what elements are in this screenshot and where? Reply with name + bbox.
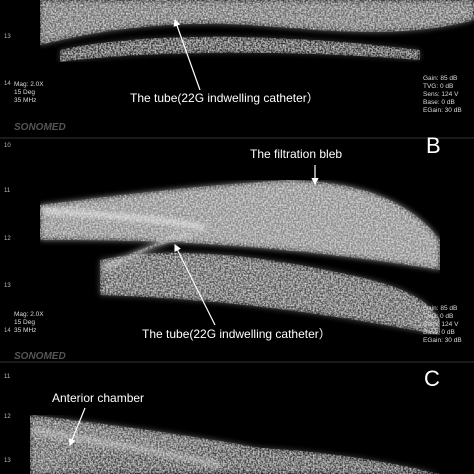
- depth-tick: 11: [4, 188, 11, 194]
- setting: Sens: 124 V: [423, 91, 459, 98]
- setting: 35 MHz: [14, 327, 36, 334]
- setting: 35 MHz: [14, 97, 36, 104]
- depth-tick: 13: [4, 458, 11, 464]
- depth-tick: 13: [4, 283, 11, 289]
- setting: Sens: 124 V: [423, 321, 459, 328]
- setting: 15 Deg: [14, 89, 35, 96]
- arrow: [68, 407, 86, 447]
- brand: SONOMED: [14, 351, 66, 362]
- brand: SONOMED: [14, 122, 66, 133]
- setting: Base: 0 dB: [423, 99, 455, 106]
- depth-tick: 10: [4, 143, 11, 149]
- setting: Mag: 2.0X: [14, 311, 44, 318]
- panel-letter: C: [424, 366, 440, 391]
- setting: EGain: 30 dB: [423, 107, 462, 114]
- depth-tick: 14: [4, 328, 11, 334]
- annotation: The filtration bleb: [250, 147, 342, 161]
- arrow: [173, 18, 201, 91]
- setting: Gain: 85 dB: [423, 75, 457, 82]
- annotation: The tube(22G indwelling catheter）: [130, 91, 319, 105]
- panel-c-image: [29, 415, 440, 474]
- annotation: The tube(22G indwelling catheter）: [142, 327, 331, 341]
- annotation: Anterior chamber: [52, 391, 144, 405]
- panel-a-image: [40, 0, 474, 62]
- panel-b-image: [39, 180, 440, 335]
- depth-tick: 12: [4, 414, 11, 420]
- depth-tick: 11: [4, 374, 11, 380]
- panel-letter: B: [426, 133, 441, 158]
- setting: 15 Deg: [14, 319, 35, 326]
- arrow: [174, 243, 216, 326]
- setting: TVG: 0 dB: [423, 83, 453, 90]
- setting: TVG: 0 dB: [423, 313, 453, 320]
- depth-tick: 12: [4, 236, 11, 242]
- depth-tick: 14: [4, 81, 11, 87]
- depth-tick: 13: [4, 34, 11, 40]
- setting: Base: 0 dB: [423, 329, 455, 336]
- setting: Mag: 2.0X: [14, 81, 44, 88]
- setting: Gain: 85 dB: [423, 305, 457, 312]
- setting: EGain: 30 dB: [423, 337, 462, 344]
